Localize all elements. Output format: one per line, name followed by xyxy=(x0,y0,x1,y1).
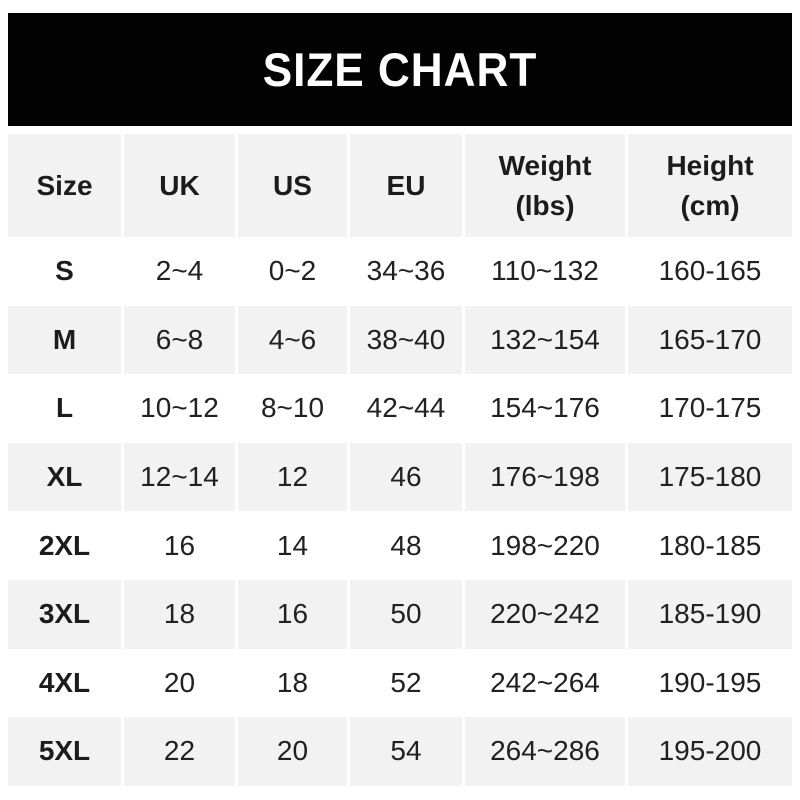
eu-cell: 50 xyxy=(350,579,462,649)
header-cell-us: US xyxy=(238,134,347,237)
header-label-line2: (cm) xyxy=(680,189,740,221)
header-cell-height: Height (cm) xyxy=(628,134,792,237)
eu-cell: 42~44 xyxy=(350,374,462,443)
header-cell-uk: UK xyxy=(124,134,235,237)
title-banner: SIZE CHART xyxy=(8,13,792,126)
size-cell: 5XL xyxy=(8,717,121,786)
weight-cell: 264~286 xyxy=(465,717,625,786)
us-cell: 8~10 xyxy=(238,374,347,443)
size-cell: M xyxy=(8,305,121,375)
weight-cell: 242~264 xyxy=(465,648,625,718)
size-cell: 2XL xyxy=(8,511,121,580)
uk-cell: 18 xyxy=(124,579,235,649)
weight-cell: 220~242 xyxy=(465,579,625,649)
uk-cell: 20 xyxy=(124,648,235,718)
height-cell: 185-190 xyxy=(628,579,792,649)
weight-cell: 198~220 xyxy=(465,511,625,580)
eu-cell: 38~40 xyxy=(350,305,462,375)
weight-cell: 176~198 xyxy=(465,442,625,512)
eu-cell: 54 xyxy=(350,717,462,786)
eu-cell: 34~36 xyxy=(350,237,462,306)
uk-cell: 2~4 xyxy=(124,237,235,306)
uk-cell: 6~8 xyxy=(124,305,235,375)
eu-cell: 48 xyxy=(350,511,462,580)
weight-cell: 110~132 xyxy=(465,237,625,306)
uk-cell: 10~12 xyxy=(124,374,235,443)
us-cell: 18 xyxy=(238,648,347,718)
uk-cell: 16 xyxy=(124,511,235,580)
header-label: Size xyxy=(36,169,93,201)
size-table: Size UK US EU Weight (lbs) Height (cm) S… xyxy=(8,134,792,786)
header-cell-size: Size xyxy=(8,134,121,237)
eu-cell: 52 xyxy=(350,648,462,718)
height-cell: 190-195 xyxy=(628,648,792,718)
height-cell: 165-170 xyxy=(628,305,792,375)
eu-cell: 46 xyxy=(350,442,462,512)
height-cell: 180-185 xyxy=(628,511,792,580)
header-cell-weight: Weight (lbs) xyxy=(465,134,625,237)
size-cell: S xyxy=(8,237,121,306)
size-cell: L xyxy=(8,374,121,443)
header-label-line2: (lbs) xyxy=(515,189,575,221)
us-cell: 4~6 xyxy=(238,305,347,375)
height-cell: 175-180 xyxy=(628,442,792,512)
us-cell: 14 xyxy=(238,511,347,580)
header-cell-eu: EU xyxy=(350,134,462,237)
us-cell: 16 xyxy=(238,579,347,649)
height-cell: 160-165 xyxy=(628,237,792,306)
us-cell: 20 xyxy=(238,717,347,786)
weight-cell: 154~176 xyxy=(465,374,625,443)
height-cell: 170-175 xyxy=(628,374,792,443)
page-title: SIZE CHART xyxy=(262,43,538,96)
uk-cell: 12~14 xyxy=(124,442,235,512)
header-label: Weight xyxy=(498,149,592,181)
uk-cell: 22 xyxy=(124,717,235,786)
header-label: EU xyxy=(386,169,426,201)
us-cell: 0~2 xyxy=(238,237,347,306)
size-cell: XL xyxy=(8,442,121,512)
us-cell: 12 xyxy=(238,442,347,512)
header-label: US xyxy=(273,169,312,201)
height-cell: 195-200 xyxy=(628,717,792,786)
header-label: Height xyxy=(666,149,754,181)
weight-cell: 132~154 xyxy=(465,305,625,375)
header-label: UK xyxy=(159,169,200,201)
size-cell: 4XL xyxy=(8,648,121,718)
size-cell: 3XL xyxy=(8,579,121,649)
